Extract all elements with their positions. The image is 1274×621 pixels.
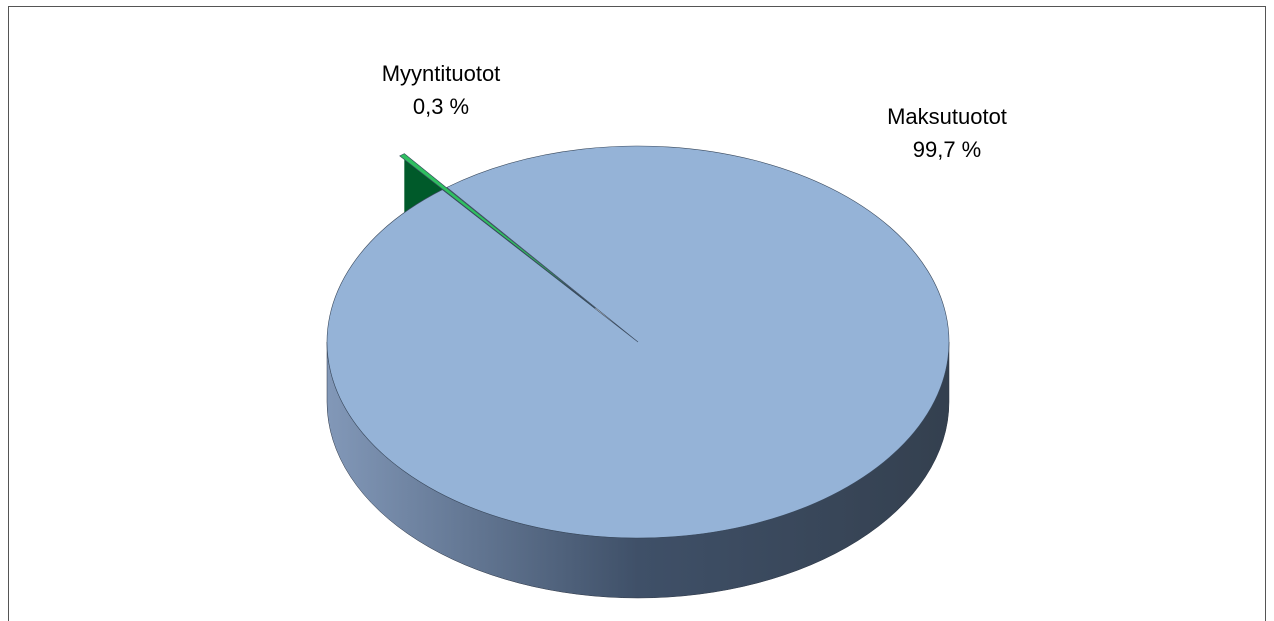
pie [326, 145, 950, 599]
value-label: 99,7 % [913, 137, 982, 162]
value-label: 0,3 % [413, 94, 469, 119]
pie-slice [326, 145, 950, 539]
slice-label: Myyntituotot [382, 61, 501, 86]
slice-label: Maksutuotot [887, 104, 1007, 129]
pie-slice [399, 153, 596, 309]
labels: Myyntituotot 0,3 % Maksutuotot 99,7 % [382, 61, 1007, 162]
